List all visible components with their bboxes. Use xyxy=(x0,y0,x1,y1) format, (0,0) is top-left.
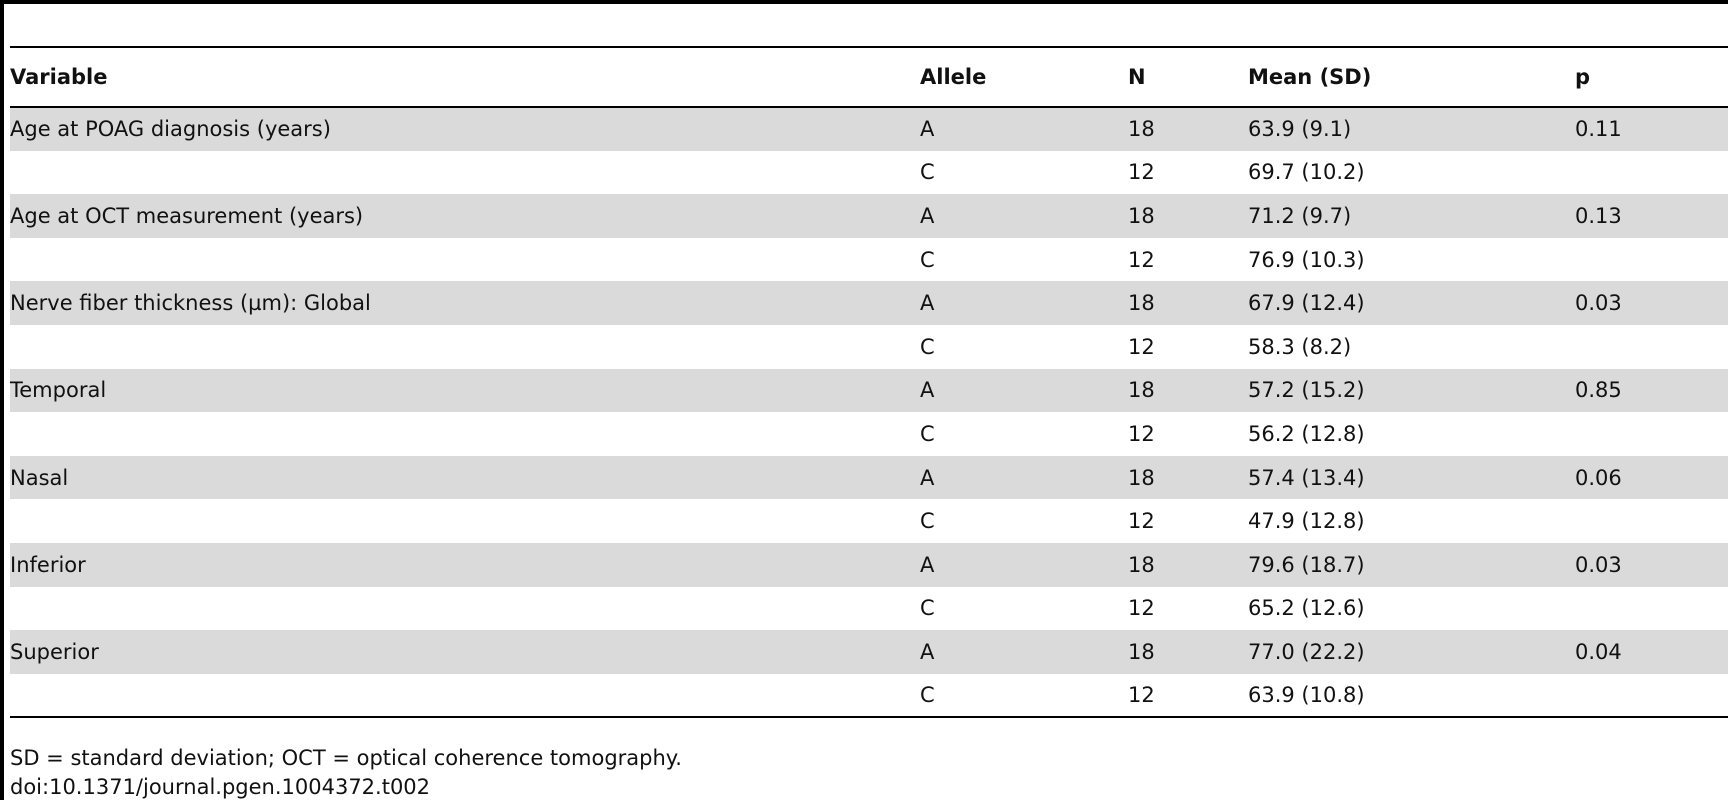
cell-mean-sd: 57.4 (13.4) xyxy=(1248,455,1575,500)
cell-p: 0.06 xyxy=(1575,455,1728,500)
cell-p xyxy=(1575,412,1728,456)
cell-p: 0.03 xyxy=(1575,281,1728,325)
cell-variable xyxy=(10,325,920,369)
cell-variable xyxy=(10,238,920,282)
cell-mean-sd: 79.6 (18.7) xyxy=(1248,542,1575,587)
abbreviations-note: SD = standard deviation; OCT = optical c… xyxy=(10,746,682,770)
cell-allele: A xyxy=(920,455,1128,500)
cell-n: 18 xyxy=(1128,455,1248,500)
cell-n: 12 xyxy=(1128,247,1155,272)
cell-variable: Nerve fiber thickness (µm): Global xyxy=(10,281,920,325)
cell-p: 0.03 xyxy=(1575,542,1728,587)
cell-n: 18 xyxy=(1128,542,1248,587)
cell-p: 0.11 xyxy=(1575,107,1728,151)
table-row: Age at POAG diagnosis (years) A 18 63.9 … xyxy=(10,107,1728,151)
data-table: Variable Allele N Mean (SD) p Age at POA… xyxy=(10,46,1728,719)
cell-n: 12 xyxy=(1128,673,1248,719)
cell-allele: C xyxy=(920,596,935,621)
cell-allele: C xyxy=(920,421,935,446)
cell-n: 12 xyxy=(1128,160,1155,185)
cell-n: 12 xyxy=(1128,334,1155,359)
table-row: Nasal A 18 57.4 (13.4) 0.06 xyxy=(10,455,1728,500)
cell-mean-sd: 65.2 (12.6) xyxy=(1248,596,1365,621)
cell-allele: A xyxy=(920,630,1128,674)
cell-allele: C xyxy=(920,160,935,185)
cell-allele: A xyxy=(920,542,1128,587)
cell-n: 18 xyxy=(1128,107,1248,151)
cell-p xyxy=(1575,673,1728,719)
cell-p: 0.85 xyxy=(1575,368,1728,413)
table-row: Age at OCT measurement (years) A 18 71.2… xyxy=(10,194,1728,238)
cell-variable xyxy=(10,499,920,543)
header-p: p xyxy=(1575,46,1728,108)
data-table-container: Variable Allele N Mean (SD) p Age at POA… xyxy=(10,46,1728,719)
cell-allele: C xyxy=(920,673,1128,719)
cell-variable xyxy=(10,151,920,195)
cell-variable: Nasal xyxy=(10,455,920,500)
cell-n: 18 xyxy=(1128,194,1248,238)
cell-variable: Inferior xyxy=(10,542,920,587)
cell-variable: Age at OCT measurement (years) xyxy=(10,194,920,238)
table-row: C 12 65.2 (12.6) xyxy=(10,587,1728,631)
cell-mean-sd: 71.2 (9.7) xyxy=(1248,194,1575,238)
table-row: C 12 58.3 (8.2) xyxy=(10,325,1728,369)
cell-allele: A xyxy=(920,281,1128,325)
table-row: C 12 56.2 (12.8) xyxy=(10,412,1728,456)
cell-n: 12 xyxy=(1128,596,1155,621)
cell-mean-sd: 63.9 (9.1) xyxy=(1248,107,1575,151)
cell-n: 18 xyxy=(1128,368,1248,413)
cell-p xyxy=(1575,151,1728,195)
cell-mean-sd: 63.9 (10.8) xyxy=(1248,673,1575,719)
cell-p xyxy=(1575,499,1728,543)
cell-allele: A xyxy=(920,368,1128,413)
table-header-row: Variable Allele N Mean (SD) p xyxy=(10,46,1728,108)
cell-p: 0.04 xyxy=(1575,630,1728,674)
table-row: C 12 69.7 (10.2) xyxy=(10,151,1728,195)
header-allele: Allele xyxy=(920,46,1128,108)
table-row: Superior A 18 77.0 (22.2) 0.04 xyxy=(10,630,1728,674)
doi-note: doi:10.1371/journal.pgen.1004372.t002 xyxy=(10,775,431,799)
cell-variable: Age at POAG diagnosis (years) xyxy=(10,107,920,151)
cell-p: 0.13 xyxy=(1575,194,1728,238)
cell-n: 18 xyxy=(1128,630,1248,674)
cell-variable xyxy=(10,673,920,719)
cell-p xyxy=(1575,587,1728,631)
table-row: Nerve fiber thickness (µm): Global A 18 … xyxy=(10,281,1728,325)
cell-p xyxy=(1575,238,1728,282)
cell-n: 12 xyxy=(1128,421,1155,446)
cell-n: 12 xyxy=(1128,509,1155,534)
cell-mean-sd: 57.2 (15.2) xyxy=(1248,368,1575,413)
cell-mean-sd: 58.3 (8.2) xyxy=(1248,334,1352,359)
cell-mean-sd: 77.0 (22.2) xyxy=(1248,630,1575,674)
cell-mean-sd: 56.2 (12.8) xyxy=(1248,421,1365,446)
top-rule xyxy=(0,0,1728,4)
cell-mean-sd: 47.9 (12.8) xyxy=(1248,509,1365,534)
table-row: C 12 47.9 (12.8) xyxy=(10,499,1728,543)
cell-n: 18 xyxy=(1128,281,1248,325)
cell-variable xyxy=(10,587,920,631)
header-n: N xyxy=(1128,46,1248,108)
header-variable: Variable xyxy=(10,46,920,108)
cell-variable xyxy=(10,412,920,456)
left-rule xyxy=(0,0,4,800)
cell-allele: C xyxy=(920,247,935,272)
cell-allele: C xyxy=(920,334,935,359)
cell-variable: Superior xyxy=(10,630,920,674)
cell-p xyxy=(1575,325,1728,369)
cell-variable: Temporal xyxy=(10,368,920,413)
table-footnotes: SD = standard deviation; OCT = optical c… xyxy=(10,744,682,802)
cell-allele: A xyxy=(920,194,1128,238)
cell-allele: A xyxy=(920,107,1128,151)
table-row: Temporal A 18 57.2 (15.2) 0.85 xyxy=(10,368,1728,413)
table-row: C 12 63.9 (10.8) xyxy=(10,673,1728,719)
cell-mean-sd: 67.9 (12.4) xyxy=(1248,281,1575,325)
cell-mean-sd: 76.9 (10.3) xyxy=(1248,247,1365,272)
cell-mean-sd: 69.7 (10.2) xyxy=(1248,160,1365,185)
table-row: Inferior A 18 79.6 (18.7) 0.03 xyxy=(10,542,1728,587)
table-row: C 12 76.9 (10.3) xyxy=(10,238,1728,282)
header-mean-sd: Mean (SD) xyxy=(1248,46,1575,108)
cell-allele: C xyxy=(920,509,935,534)
